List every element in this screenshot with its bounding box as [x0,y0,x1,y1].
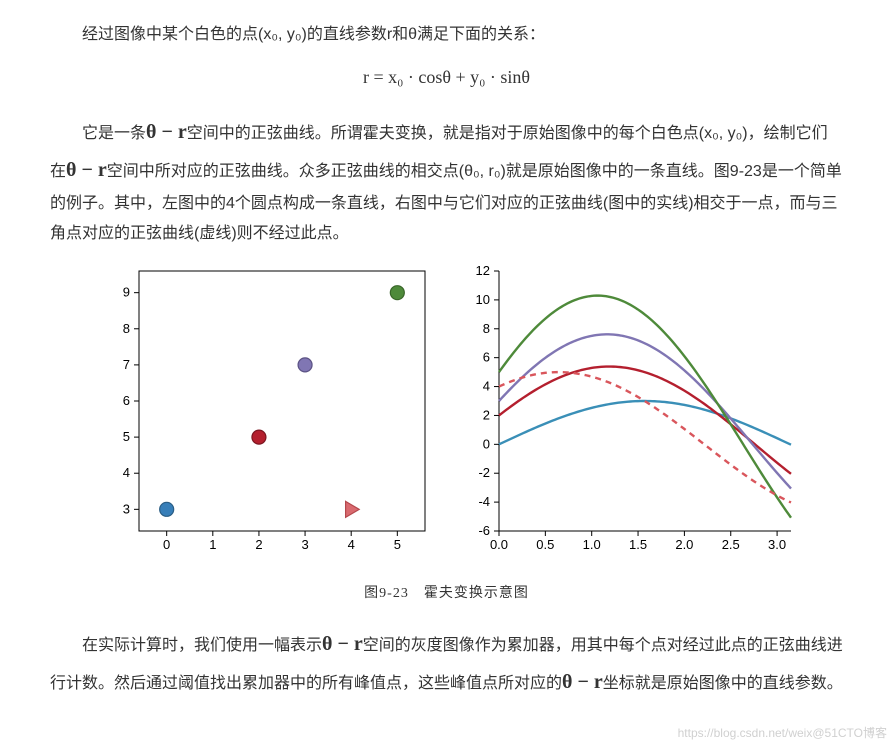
equation-r: r = x₀ · cosθ + y₀ · sinθ [50,60,843,94]
svg-text:3: 3 [301,537,308,552]
watermark: https://blog.csdn.net/weix@51CTO博客 [678,722,887,745]
svg-text:-6: -6 [478,523,490,538]
text: 空间中所对应的正弦曲线。众多正弦曲线的相交点(θ₀, r₀)就是原始图像中的一条… [50,163,842,242]
text: 坐标就是原始图像中的直线参数。 [603,675,843,692]
svg-text:-4: -4 [478,494,490,509]
svg-text:4: 4 [122,466,129,481]
svg-text:1.0: 1.0 [582,537,600,552]
svg-text:2: 2 [482,408,489,423]
figure-svg: 01234534567890.00.51.01.52.02.53.0-6-4-2… [97,261,797,561]
svg-text:1.5: 1.5 [629,537,647,552]
svg-text:4: 4 [347,537,354,552]
svg-text:0.5: 0.5 [536,537,554,552]
svg-text:5: 5 [122,429,129,444]
svg-text:-2: -2 [478,466,490,481]
svg-text:9: 9 [122,285,129,300]
svg-text:2: 2 [255,537,262,552]
svg-text:3: 3 [122,502,129,517]
svg-text:1: 1 [209,537,216,552]
theta-r-symbol: θ − r [146,121,187,143]
figure-caption: 图9-23 霍夫变换示意图 [50,581,843,608]
theta-r-symbol: θ − r [66,159,107,181]
text: r = x₀ · cosθ + y₀ · sinθ [363,67,530,87]
svg-text:8: 8 [482,321,489,336]
svg-text:6: 6 [482,350,489,365]
svg-text:4: 4 [482,379,489,394]
svg-text:0: 0 [482,437,489,452]
text: 经过图像中某个白色的点(x₀, y₀)的直线参数r和θ满足下面的关系： [82,26,545,43]
text: 在实际计算时，我们使用一幅表示 [82,637,322,654]
theta-r-symbol: θ − r [562,671,603,693]
paragraph-compute: 在实际计算时，我们使用一幅表示θ − r空间的灰度图像作为累加器，用其中每个点对… [50,625,843,701]
paragraph-intro: 经过图像中某个白色的点(x₀, y₀)的直线参数r和θ满足下面的关系： [50,20,843,50]
theta-r-symbol: θ − r [322,633,363,655]
paragraph-explain: 它是一条θ − r空间中的正弦曲线。所谓霍夫变换，就是指对于原始图像中的每个白色… [50,113,843,250]
svg-text:3.0: 3.0 [768,537,786,552]
svg-text:6: 6 [122,393,129,408]
svg-text:0.0: 0.0 [489,537,507,552]
svg-text:2.0: 2.0 [675,537,693,552]
svg-text:5: 5 [393,537,400,552]
svg-text:2.5: 2.5 [721,537,739,552]
text: 图9-23 霍夫变换示意图 [364,586,529,601]
svg-text:8: 8 [122,321,129,336]
svg-text:12: 12 [475,263,489,278]
figure-9-23: 01234534567890.00.51.01.52.02.53.0-6-4-2… [97,261,797,572]
text: https://blog.csdn.net/weix@51CTO博客 [678,726,887,740]
svg-text:7: 7 [122,357,129,372]
text: 它是一条 [82,125,146,142]
svg-text:10: 10 [475,292,489,307]
svg-text:0: 0 [163,537,170,552]
